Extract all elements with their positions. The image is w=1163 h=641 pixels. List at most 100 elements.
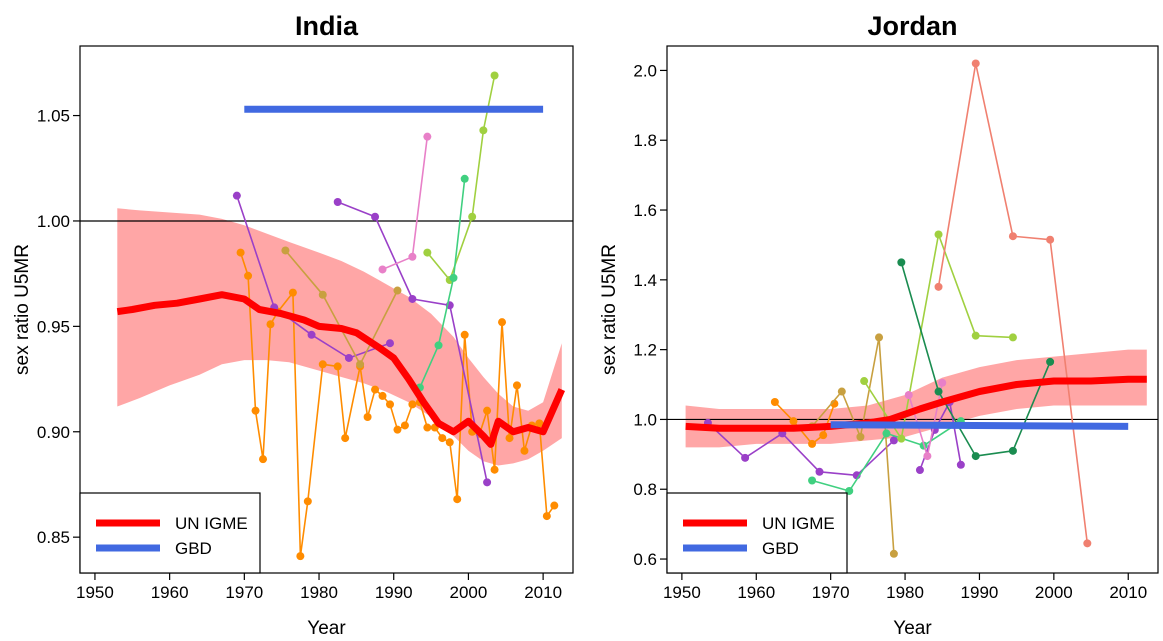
y-tick-label: 0.6 (633, 550, 657, 569)
data-point (307, 330, 316, 339)
data-point (889, 549, 898, 558)
data-point (393, 425, 402, 434)
y-tick-label: 2.0 (633, 61, 657, 80)
data-point (385, 339, 394, 348)
data-source-series (232, 191, 394, 362)
data-point (356, 360, 365, 369)
legend-label: GBD (175, 539, 212, 558)
series-un-igme (685, 375, 1147, 432)
data-point (490, 465, 499, 474)
data-point (453, 495, 462, 504)
data-point (971, 59, 980, 68)
legend-box (79, 492, 261, 574)
data-point (363, 413, 372, 422)
legend-box (666, 492, 848, 574)
legend-label: GBD (762, 539, 799, 558)
data-point (498, 318, 507, 327)
series-line (116, 291, 566, 448)
data-point (371, 212, 380, 221)
data-source-series (934, 59, 1092, 548)
plot-area (80, 71, 573, 561)
panel-title: Jordan (867, 11, 957, 41)
data-point (333, 362, 342, 371)
legend-label: UN IGME (175, 514, 248, 533)
data-point (535, 419, 544, 428)
data-point (897, 434, 906, 443)
data-point (1083, 539, 1092, 548)
data-point (244, 271, 253, 280)
data-point (889, 436, 898, 445)
data-point (423, 132, 432, 141)
data-point (808, 439, 817, 448)
uncertainty-band (117, 208, 562, 466)
data-point (378, 265, 387, 274)
x-tick-label: 2000 (450, 583, 488, 602)
data-point (333, 197, 342, 206)
plot-frame (666, 45, 1159, 574)
data-point (741, 453, 750, 462)
data-point (371, 385, 380, 394)
x-tick-label: 1960 (151, 583, 189, 602)
uncertainty-band (685, 349, 1147, 448)
series-line (919, 401, 962, 471)
y-tick-label: 1.6 (633, 201, 657, 220)
data-point (423, 423, 432, 432)
y-tick-label: 1.05 (37, 107, 70, 126)
data-point (288, 288, 297, 297)
data-point (904, 391, 913, 400)
data-point (934, 282, 943, 291)
data-point (393, 286, 402, 295)
data-point (400, 421, 409, 430)
y-tick-label: 1.8 (633, 131, 657, 150)
data-source-series (904, 378, 947, 461)
data-point (934, 387, 943, 396)
data-point (1046, 357, 1055, 366)
data-point (971, 331, 980, 340)
data-point (938, 378, 947, 387)
data-point (460, 330, 469, 339)
data-point (232, 191, 241, 200)
x-axis-label: Year (893, 618, 932, 639)
data-point (856, 432, 865, 441)
y-tick-label: 1.2 (633, 341, 657, 360)
y-tick-label: 1.4 (633, 271, 657, 290)
data-point (460, 174, 469, 183)
x-tick-label: 1970 (225, 583, 263, 602)
data-point (449, 273, 458, 282)
y-tick-label: 0.90 (37, 423, 70, 442)
y-axis-label: sex ratio U5MR (599, 244, 620, 375)
legend-label: UN IGME (762, 514, 835, 533)
x-tick-label: 1990 (375, 583, 413, 602)
data-point (483, 478, 492, 487)
data-point (1008, 232, 1017, 241)
data-point (438, 434, 447, 443)
data-point (318, 290, 327, 299)
data-point (378, 391, 387, 400)
x-tick-label: 1960 (737, 583, 775, 602)
data-point (344, 353, 353, 362)
data-point (915, 466, 924, 475)
x-tick-label: 2010 (1109, 583, 1147, 602)
data-point (445, 438, 454, 447)
x-tick-label: 1990 (961, 583, 999, 602)
y-tick-label: 1.0 (633, 410, 657, 429)
y-axis-label: sex ratio U5MR (12, 244, 33, 375)
data-point (1046, 235, 1055, 244)
x-tick-label: 2010 (524, 583, 562, 602)
data-point (1008, 333, 1017, 342)
series-line (937, 62, 1089, 545)
data-point (882, 429, 891, 438)
data-point (408, 252, 417, 261)
data-point (923, 452, 932, 461)
series-line (830, 421, 1129, 430)
data-point (296, 552, 305, 561)
data-point (789, 417, 798, 426)
y-tick-label: 1.00 (37, 212, 70, 231)
data-point (860, 377, 869, 386)
data-point (837, 387, 846, 396)
y-tick-label: 0.95 (37, 317, 70, 336)
data-point (520, 446, 529, 455)
data-point (875, 333, 884, 342)
x-tick-label: 2000 (1035, 583, 1073, 602)
